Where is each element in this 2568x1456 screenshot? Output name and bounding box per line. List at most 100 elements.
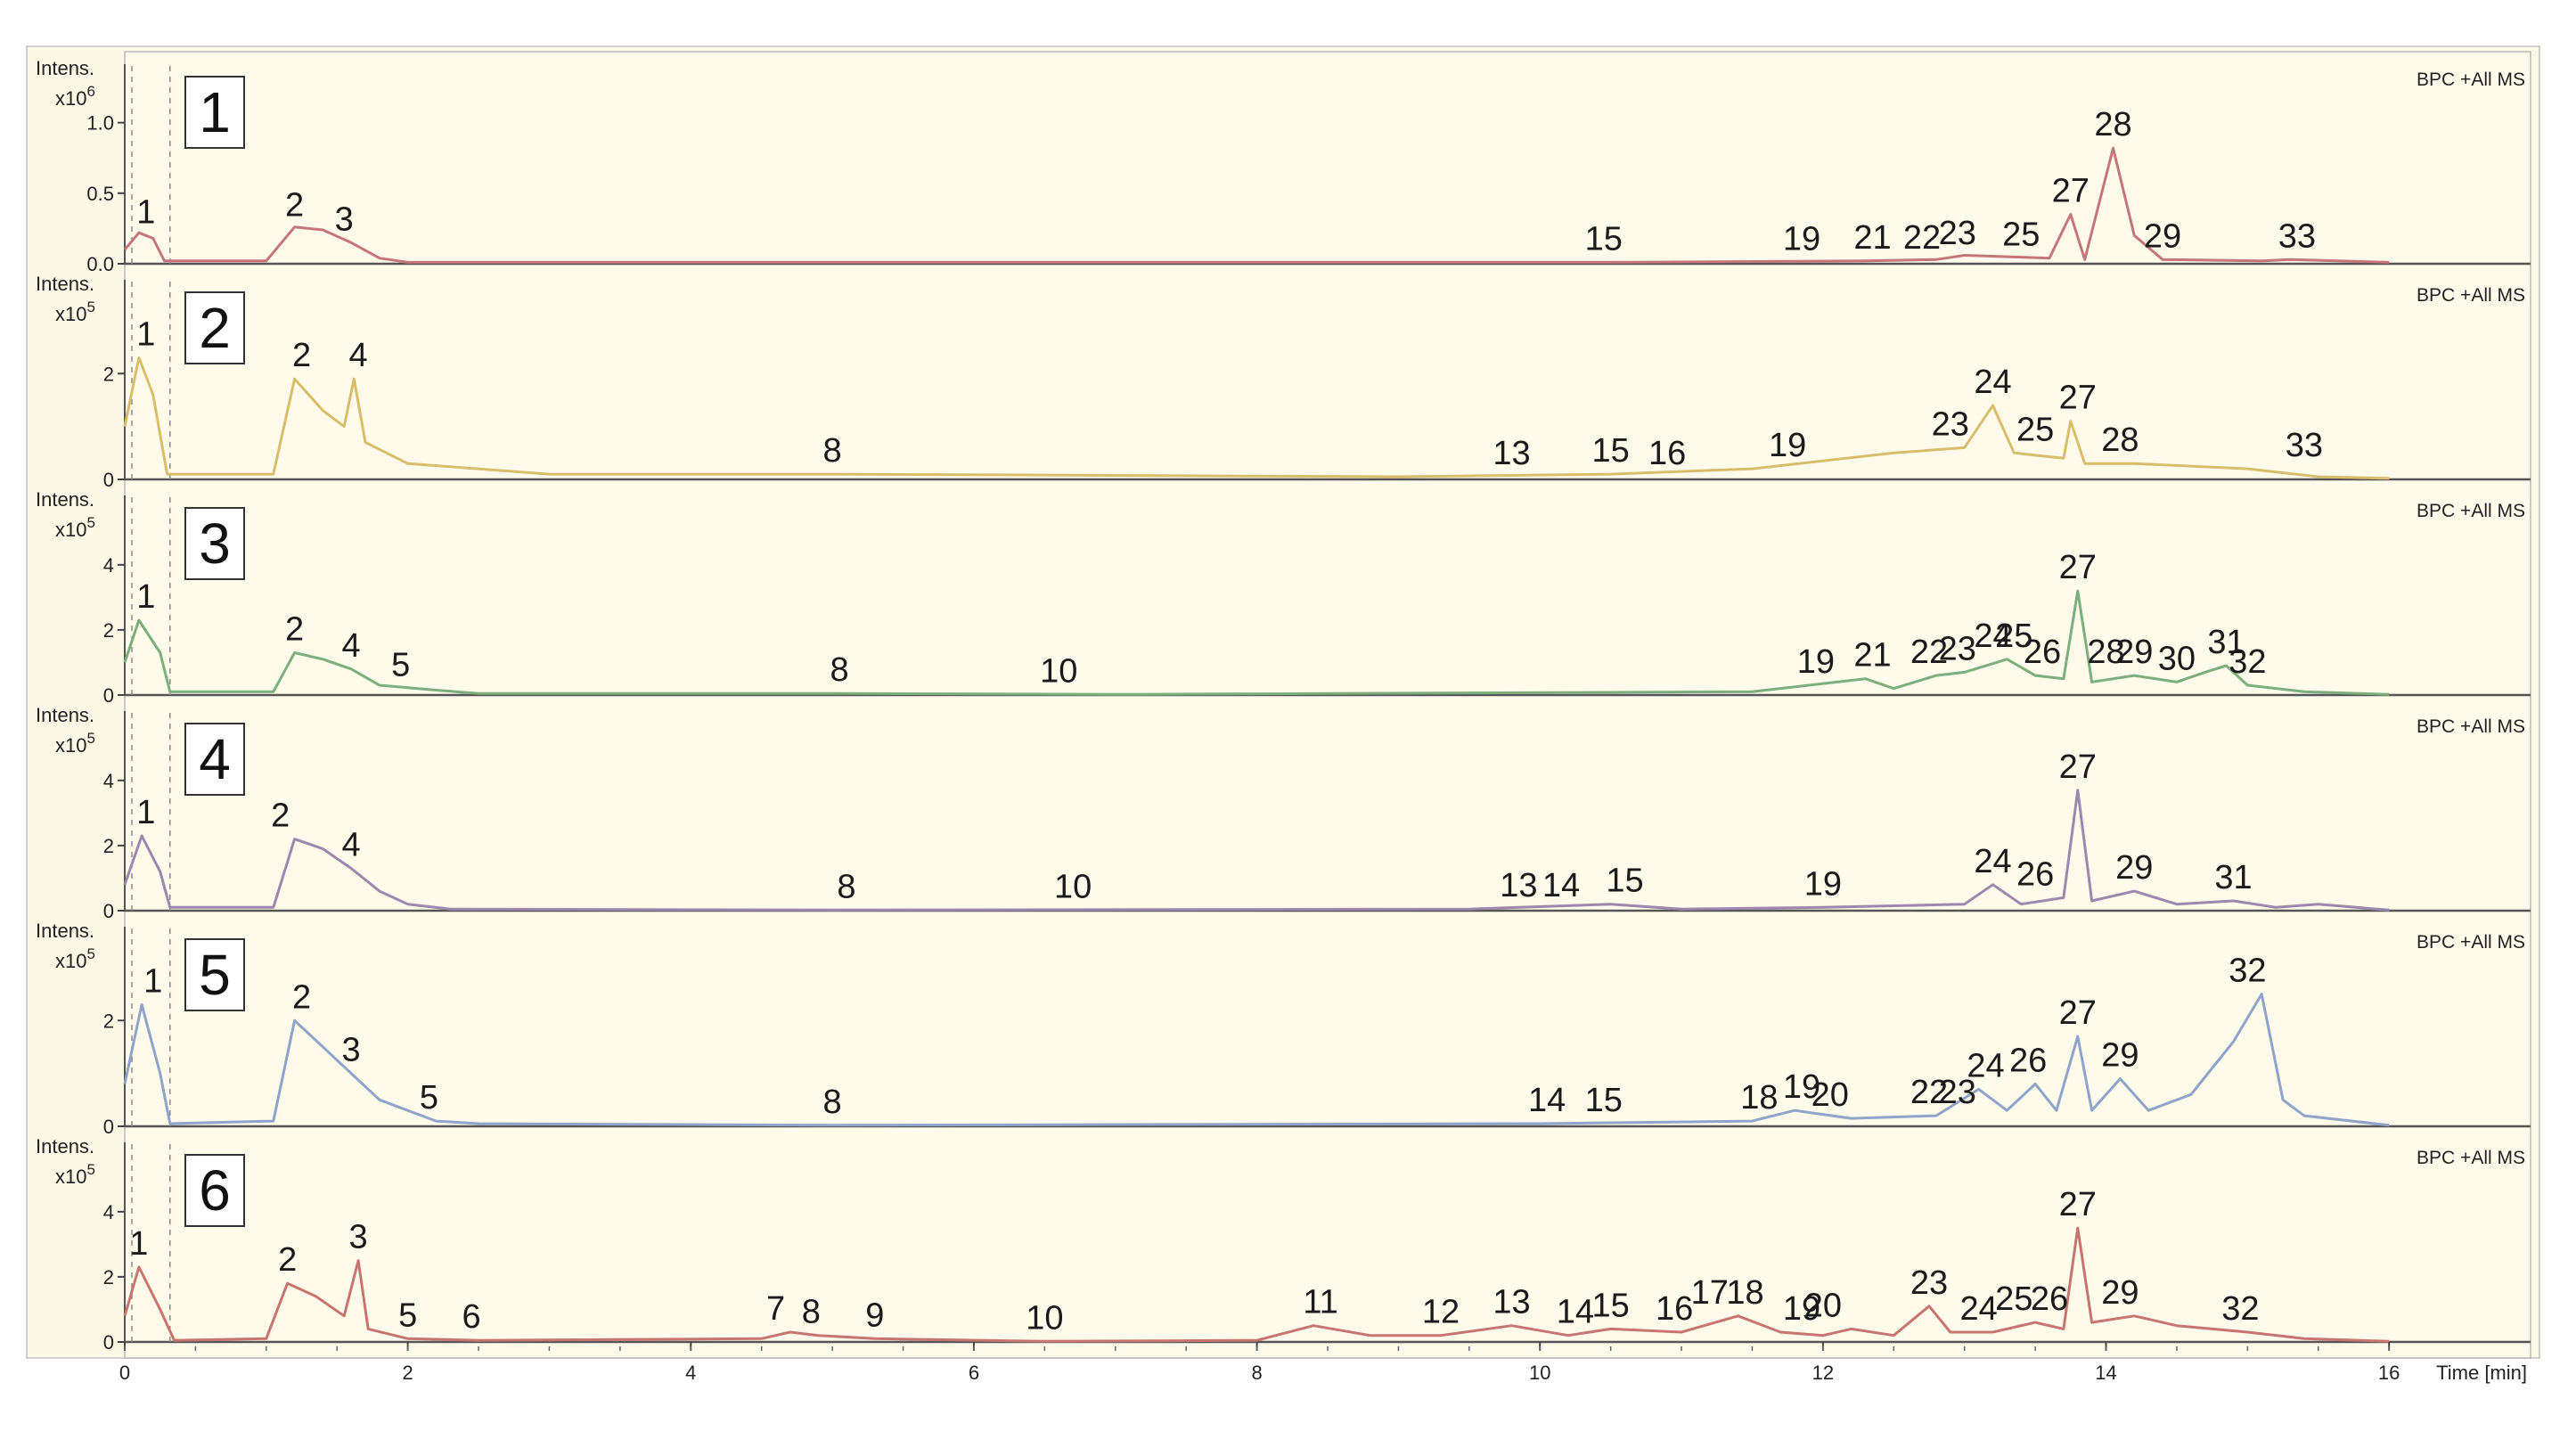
peak-label: 33 [2278, 217, 2316, 255]
y-tick-label: 2 [103, 619, 114, 642]
time-axis: 0 2 4 6 8 10 12 14 16 Time [min] [119, 1342, 2527, 1384]
peak-label: 29 [2115, 849, 2153, 887]
peak-label: 1 [136, 193, 155, 231]
peak-label: 25 [2002, 217, 2040, 254]
peak-label: 15 [1585, 1082, 1623, 1119]
peak-label: 24 [1959, 1290, 1997, 1328]
x-tick-label: 0 [119, 1362, 130, 1384]
peak-label: 2 [271, 798, 290, 835]
y-tick-label: 0 [103, 684, 114, 707]
peak-label: 2 [278, 1241, 297, 1279]
panel-number-box [184, 291, 245, 364]
chromatogram-trace [123, 993, 2390, 1127]
y-tick-label: 1.0 [86, 112, 114, 135]
y-tick-label: 0.0 [86, 253, 114, 275]
peak-label: 29 [2101, 1037, 2139, 1075]
mode-label: BPC +All MS [2417, 716, 2525, 737]
intensity-label: Intens. [36, 488, 94, 511]
x-tick-label: 8 [1251, 1362, 1262, 1384]
peak-label: 11 [1303, 1284, 1337, 1321]
intensity-exponent-label: x105 [55, 730, 95, 757]
peak-label: 29 [2144, 217, 2181, 255]
peak-label: 20 [1804, 1287, 1842, 1324]
peak-label: 25 [1995, 618, 2032, 655]
peak-label: 8 [823, 432, 842, 470]
peak-label: 27 [2059, 380, 2097, 417]
peak-label: 1 [136, 578, 155, 616]
panel-number: 4 [199, 727, 231, 791]
peak-label: 3 [342, 1032, 361, 1069]
peak-label: 31 [2214, 859, 2252, 896]
peak-label: 1 [129, 1225, 148, 1263]
peak-label: 22 [1910, 1074, 1948, 1111]
peak-label: 23 [1939, 215, 1976, 252]
x-tick-label: 16 [2378, 1362, 2400, 1384]
chromatogram-trace [123, 356, 2390, 480]
peak-label: 24 [1974, 843, 2011, 880]
peak-label: 26 [2031, 1280, 2068, 1318]
peak-label: 29 [2115, 634, 2153, 671]
peak-label: 24 [1974, 618, 2011, 655]
peak-label: 28 [2087, 634, 2124, 671]
peak-label: 27 [2059, 1186, 2097, 1223]
mode-label: BPC +All MS [2417, 1148, 2525, 1168]
y-tick-label: 2 [103, 835, 114, 857]
intensity-exponent: 6 [86, 83, 94, 100]
peak-label: 6 [462, 1298, 481, 1336]
peak-label: 4 [342, 827, 361, 864]
peak-label: 13 [1493, 435, 1530, 472]
peak-label: 30 [2158, 640, 2196, 677]
x-tick-label: 10 [1529, 1362, 1550, 1384]
peak-label: 4 [342, 627, 361, 665]
peak-label: 19 [1769, 427, 1806, 464]
peak-label: 2 [292, 337, 311, 374]
chromatogram-trace [123, 146, 2390, 264]
peak-label: 16 [1656, 1290, 1693, 1328]
peak-label: 26 [2009, 1043, 2047, 1080]
peak-label: 8 [802, 1294, 821, 1331]
plot-area [124, 51, 2531, 1359]
peak-label: 27 [2059, 549, 2097, 586]
peak-label: 31 [2207, 624, 2245, 661]
y-tick-label: 0.5 [86, 183, 114, 205]
peak-label: 17 [1691, 1274, 1729, 1312]
peak-label: 5 [398, 1296, 417, 1334]
peak-label: 9 [865, 1296, 884, 1334]
y-tick-label: 2 [103, 363, 114, 385]
peak-label: 10 [1054, 868, 1092, 905]
peak-label: 1 [136, 315, 155, 353]
peak-label: 19 [1804, 865, 1842, 903]
peak-label: 21 [1853, 637, 1891, 675]
peak-label: 3 [335, 200, 354, 238]
peak-label: 18 [1740, 1079, 1778, 1117]
y-tick-label: 4 [103, 770, 114, 792]
y-tick-label: 0 [103, 469, 114, 491]
peak-label: 15 [1606, 863, 1643, 900]
panel-number-box [184, 507, 245, 580]
peak-label: 10 [1026, 1299, 1063, 1337]
chromatogram-trace [123, 789, 2390, 912]
peak-label: 32 [2229, 643, 2266, 681]
peak-label: 13 [1493, 1284, 1530, 1321]
peak-label: 2 [285, 186, 304, 224]
peak-label: 4 [348, 337, 367, 374]
peak-label: 27 [2059, 748, 2097, 786]
peak-label: 14 [1542, 867, 1580, 904]
peak-label: 26 [2024, 634, 2061, 671]
peak-label: 7 [766, 1290, 785, 1328]
peak-label: 24 [1967, 1047, 2004, 1084]
y-tick-label: 0 [103, 1331, 114, 1354]
peak-label: 27 [2052, 173, 2090, 210]
panel-number-box [184, 1154, 245, 1227]
peak-label: 16 [1648, 435, 1686, 472]
y-tick-label: 2 [103, 1266, 114, 1288]
peak-label: 27 [2059, 994, 2097, 1032]
x-tick-label: 12 [1812, 1362, 1834, 1384]
peak-label: 33 [2286, 427, 2323, 464]
peak-label: 13 [1500, 867, 1537, 904]
